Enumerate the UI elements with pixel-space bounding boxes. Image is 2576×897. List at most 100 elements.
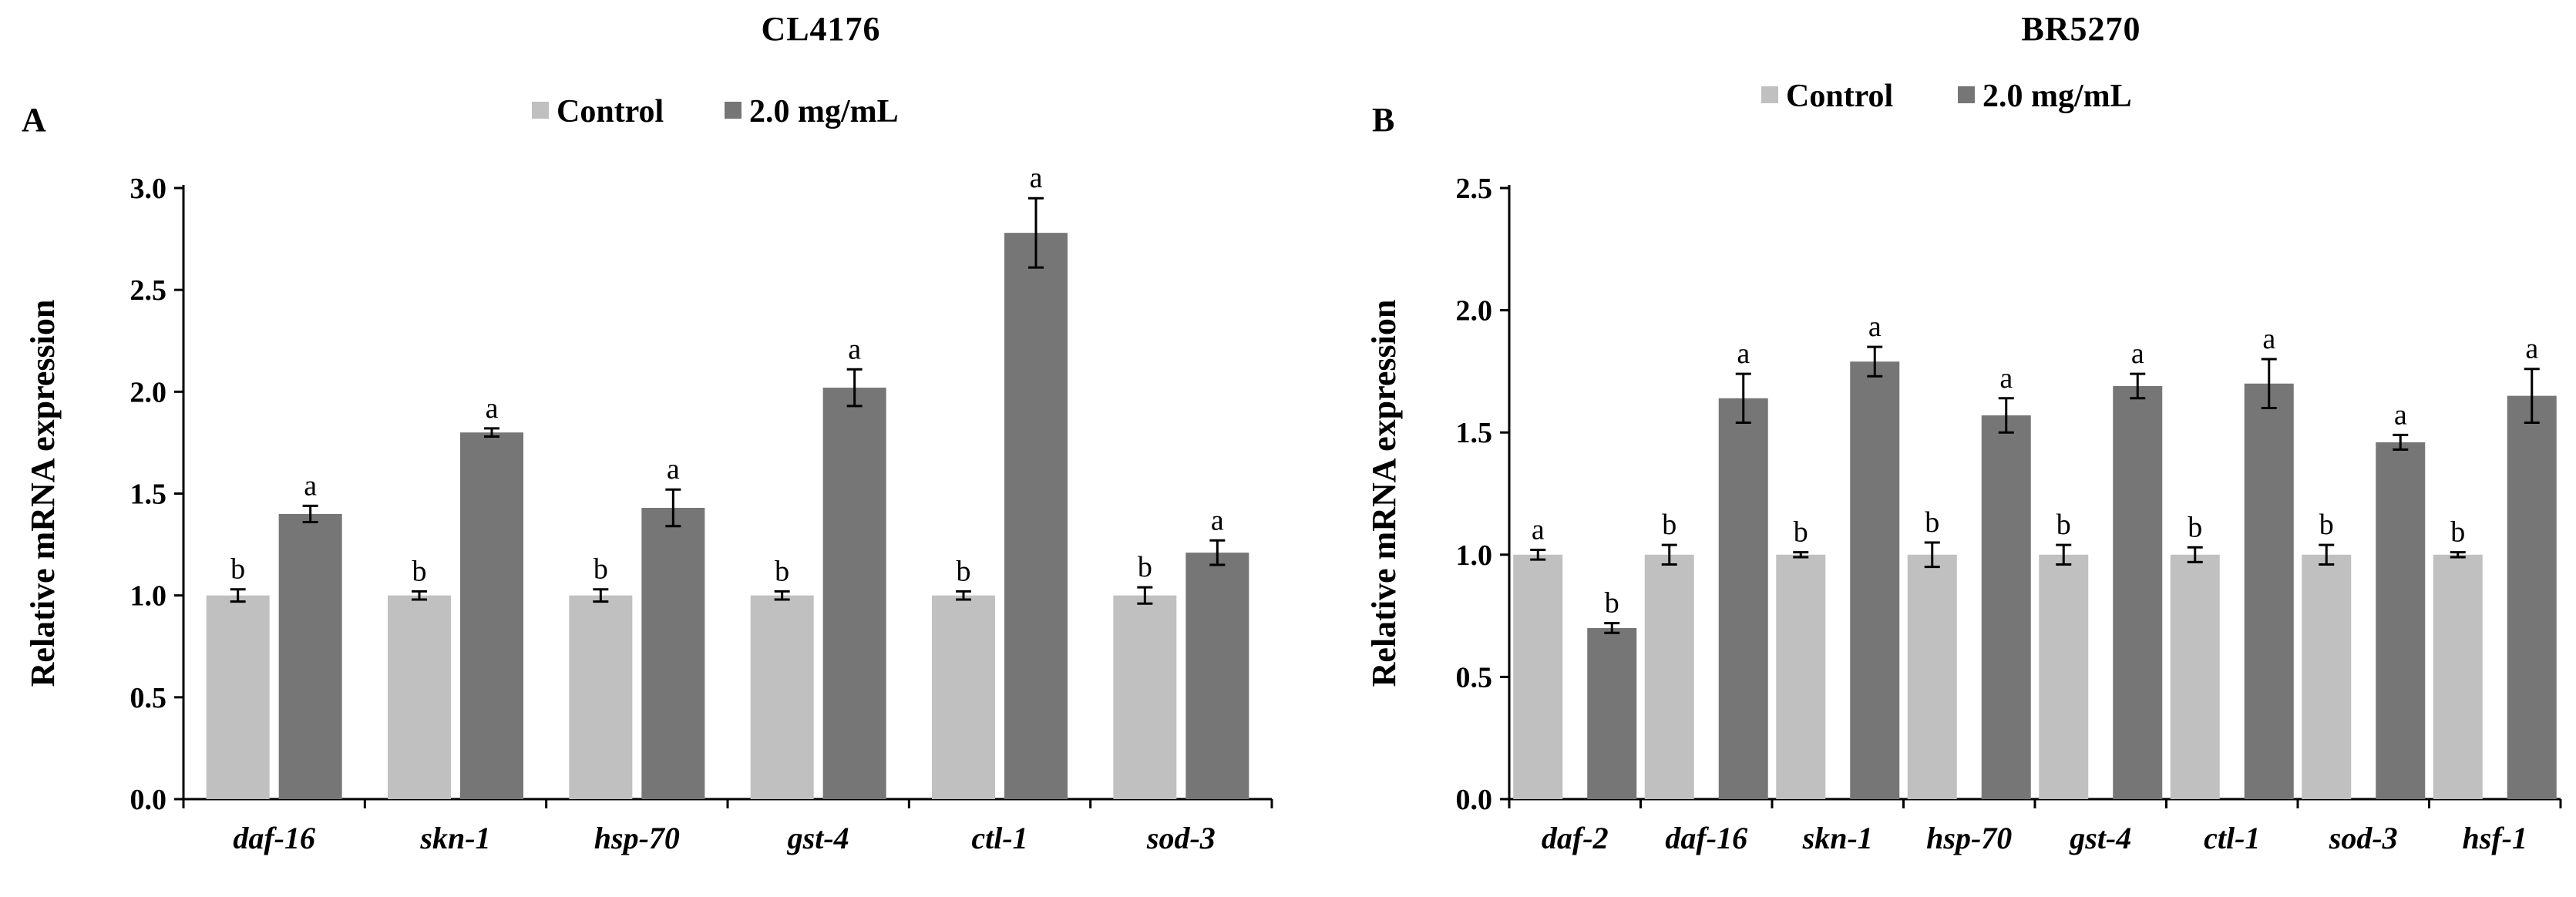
- significance-label: b: [775, 555, 789, 587]
- y-tick-label: 2.5: [130, 274, 167, 307]
- bar-2-0-mg-ml: [822, 388, 886, 800]
- significance-label: a: [486, 392, 499, 425]
- x-tick-label: gst-4: [787, 821, 849, 855]
- significance-label: a: [848, 333, 861, 365]
- bar-control: [1513, 554, 1563, 799]
- bar-2-0-mg-ml: [641, 508, 705, 799]
- significance-label: a: [1737, 338, 1750, 370]
- y-axis-label: Relative mRNA expression: [1365, 300, 1403, 687]
- significance-label: a: [2262, 323, 2275, 355]
- x-tick-label: gst-4: [2069, 821, 2131, 855]
- y-tick-label: 2.5: [1456, 173, 1493, 205]
- legend-swatch-0: [1761, 86, 1778, 103]
- x-tick-label: daf-16: [233, 821, 315, 855]
- y-tick-label: 0.0: [1456, 784, 1493, 816]
- legend-label-1: 2.0 mg/mL: [749, 94, 899, 129]
- bar-control: [206, 595, 270, 799]
- significance-label: b: [1605, 587, 1619, 620]
- bar-control: [1776, 554, 1826, 799]
- significance-label: b: [957, 555, 971, 587]
- bar-control: [932, 595, 995, 799]
- bar-2-0-mg-ml: [1004, 233, 1068, 799]
- significance-label: b: [2188, 511, 2202, 543]
- x-tick-label: hsp-70: [1926, 821, 2012, 855]
- y-tick-label: 3.0: [130, 173, 167, 205]
- bar-2-0-mg-ml: [1850, 361, 1900, 799]
- significance-label: a: [1211, 504, 1224, 536]
- bar-2-0-mg-ml: [460, 432, 523, 799]
- y-tick-label: 0.5: [1456, 661, 1493, 694]
- bar-2-0-mg-ml: [2376, 442, 2426, 799]
- y-tick-label: 1.0: [1456, 539, 1493, 572]
- bar-control: [1907, 554, 1957, 799]
- bar-2-0-mg-ml: [1981, 415, 2031, 799]
- x-tick-label: skn-1: [419, 821, 490, 855]
- panel-label: A: [22, 101, 46, 139]
- x-tick-label: daf-2: [1542, 821, 1609, 855]
- significance-label: b: [412, 555, 427, 587]
- significance-label: b: [230, 553, 245, 586]
- bar-control: [2433, 554, 2483, 799]
- chart-panel-br5270: BR5270 B Control 2.0 mg/mL Relative mRNA exp…: [1365, 10, 2562, 855]
- y-tick-label: 1.5: [1456, 417, 1493, 449]
- bar-control: [750, 595, 814, 799]
- panel-label: B: [1372, 101, 1394, 139]
- chart-title: BR5270: [2021, 10, 2141, 48]
- x-tick-label: hsf-1: [2463, 821, 2527, 855]
- x-tick-label: sod-3: [1146, 821, 1216, 855]
- legend-label-0: Control: [557, 94, 664, 129]
- x-tick-label: skn-1: [1802, 821, 1873, 855]
- bar-2-0-mg-ml: [1587, 627, 1637, 799]
- significance-label: b: [2450, 516, 2465, 549]
- significance-label: b: [594, 553, 608, 586]
- bar-control: [388, 595, 451, 799]
- x-tick-label: ctl-1: [2204, 821, 2260, 855]
- significance-label: a: [1868, 311, 1882, 343]
- y-tick-label: 2.0: [1456, 295, 1493, 328]
- significance-label: a: [1532, 513, 1545, 546]
- bar-2-0-mg-ml: [2113, 385, 2163, 799]
- y-tick-label: 1.5: [130, 479, 167, 511]
- y-tick-label: 1.0: [130, 580, 167, 613]
- bar-2-0-mg-ml: [278, 513, 342, 799]
- significance-label: a: [667, 453, 680, 485]
- bar-control: [1644, 554, 1694, 799]
- significance-label: a: [2394, 398, 2407, 431]
- bar-control: [2302, 554, 2352, 799]
- legend-swatch-1: [1958, 86, 1975, 103]
- bar-control: [1113, 595, 1177, 799]
- bar-2-0-mg-ml: [2244, 383, 2294, 799]
- significance-label: b: [1662, 509, 1676, 541]
- bar-2-0-mg-ml: [2507, 395, 2557, 799]
- bar-control: [2170, 554, 2220, 799]
- significance-label: b: [1794, 516, 1808, 549]
- significance-label: a: [2131, 338, 2144, 370]
- x-tick-label: sod-3: [2329, 821, 2398, 855]
- significance-label: a: [1999, 362, 2013, 395]
- significance-label: b: [1138, 551, 1152, 583]
- chart-panel-cl4176: CL4176 A Control 2.0 mg/mL Relative mRNA exp…: [22, 10, 1273, 855]
- x-tick-label: daf-16: [1665, 821, 1747, 855]
- bar-2-0-mg-ml: [1185, 553, 1249, 799]
- legend-label-1: 2.0 mg/mL: [1982, 79, 2132, 114]
- y-axis-label: Relative mRNA expression: [24, 300, 62, 687]
- significance-label: b: [2056, 509, 2071, 541]
- bar-control: [2039, 554, 2089, 799]
- significance-label: b: [1925, 506, 1939, 539]
- legend-swatch-0: [532, 102, 549, 119]
- x-tick-label: hsp-70: [594, 821, 680, 855]
- bar-2-0-mg-ml: [1718, 398, 1768, 799]
- y-tick-label: 2.0: [130, 376, 167, 408]
- x-tick-label: ctl-1: [971, 821, 1027, 855]
- significance-label: a: [1030, 162, 1043, 194]
- bar-control: [569, 595, 633, 799]
- y-tick-label: 0.5: [130, 682, 167, 714]
- significance-label: b: [2319, 509, 2334, 541]
- y-tick-label: 0.0: [130, 784, 167, 816]
- legend-swatch-1: [725, 102, 742, 119]
- legend-label-0: Control: [1786, 79, 1893, 114]
- significance-label: a: [304, 469, 317, 502]
- chart-title: CL4176: [761, 10, 880, 48]
- significance-label: a: [2525, 333, 2538, 365]
